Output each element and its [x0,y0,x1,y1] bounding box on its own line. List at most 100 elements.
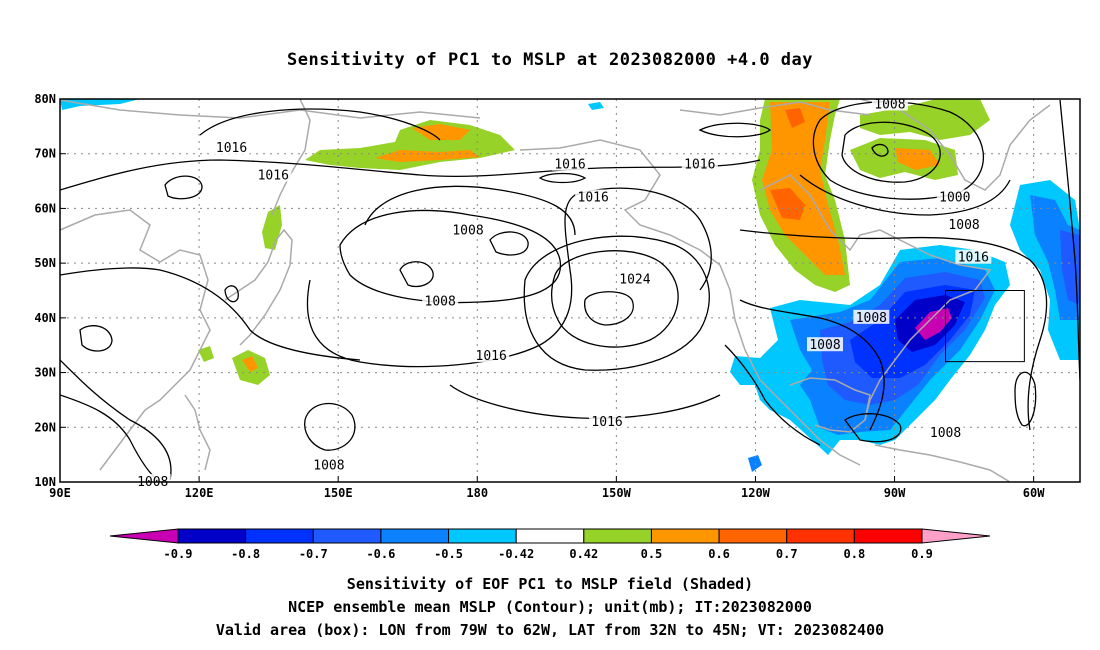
x-tick-label: 180 [466,486,488,500]
colorbar-label: 0.5 [641,547,663,561]
plot-frame [59,98,1081,483]
x-tick-label: 150W [602,486,632,500]
colorbar-segment [650,528,720,544]
contour-1016-atlantic [1059,99,1080,381]
contour-label-bg [473,348,510,363]
contour-1008-south [304,402,356,451]
contour-1016-east [739,229,1048,431]
coast-arctic-canada [679,101,871,116]
colorbar-low-triangle [109,528,179,544]
contour-label: 1008 [930,426,961,441]
positive-region-kamchatka [262,205,282,250]
contour-label-bg [450,222,486,237]
negative-blob-1 [60,99,140,110]
coast-na-west [719,264,861,466]
contour-label: 1008 [452,223,483,238]
colorbar-label: -0.8 [231,547,260,561]
y-tick-label: 40N [34,311,56,325]
colorbar-segment [786,528,855,544]
colorbar-label: 0.8 [844,547,866,561]
colorbar-label: 0.6 [708,547,730,561]
x-tick-label: 90E [49,486,71,500]
y-tick-label: 10N [34,475,56,489]
x-tick-label: 120E [185,486,214,500]
x-tick-label: 150E [324,486,353,500]
x-axis-labels: 90E 120E 150E 180 150W 120W 90W 60W [49,476,1045,500]
contour-1000-low-a [399,261,434,288]
coast-gulf [789,377,871,433]
positive-region-japan-06 [242,356,258,372]
negative-region-09 [915,308,952,340]
colorbar-label: -0.42 [498,547,534,561]
coast-kamchatka [271,99,311,216]
contour-label-bg [134,474,171,488]
colorbar-segment [718,528,788,544]
contour-label-bg [927,424,964,439]
contour-1016-ring [306,187,712,368]
x-tick-label: 90W [884,486,906,500]
y-tick-label: 30N [34,366,56,380]
contour-label-bg [616,271,653,286]
colorbar-label: 0.7 [776,547,798,561]
contour-label-bg [936,189,973,204]
contour-north-pacific [199,108,441,141]
coast-korea-japan [224,228,293,346]
colorbar-label: -0.5 [434,547,463,561]
coast-east-asia [60,209,211,471]
contour-label-bg [213,140,250,155]
negative-blob-2 [588,102,604,110]
contour-label: 1024 [619,273,650,288]
contour-label: 1008 [856,311,887,326]
y-tick-label: 50N [34,256,56,270]
y-tick-label: 20N [34,420,56,434]
contour-label-bg [807,337,843,352]
colorbar: -0.9 -0.8 -0.7 -0.6 -0.5 -0.42 0.42 0.5 0.6 0.7 0.… [109,528,991,561]
colorbar-segment [515,528,585,544]
contour-small-4 [538,172,587,184]
contour-label: 1016 [578,190,609,205]
contour-1016-inner [364,185,576,236]
contour-label-bg [589,413,626,428]
positive-region-canada-07b [785,108,805,128]
negative-region-east-06 [1060,230,1080,305]
coast-na-east [864,239,992,421]
y-axis-labels: 10N 20N 30N 40N 50N 60N 70N 80N [34,92,66,489]
contour-label: 1016 [216,141,247,156]
valid-area-box [945,290,1025,363]
colorbar-segment [380,528,450,544]
colorbar-high-triangle [921,528,991,544]
x-tick-label: 120W [741,486,771,500]
contour-label: 1000 [939,190,970,205]
contour-label: 1008 [948,218,979,233]
contour-label-bg [310,457,347,472]
contour-label-bg [575,189,612,204]
coast-siberia [60,99,481,119]
contour-1008-carib [844,413,902,443]
colorbar-segment [312,528,382,544]
positive-region-arctic [305,120,515,170]
contour-1020 [523,235,710,371]
contour-label-bg [552,156,588,171]
colorbar-label: 0.9 [911,547,933,561]
positive-region-arctic-06b [375,150,480,162]
contour-label: 1016 [591,415,622,430]
contour-1008-se-asia [60,359,172,481]
colorbar-label: 0.42 [569,547,598,561]
positive-region-arctic-06 [412,124,470,140]
contour-1008-mexico [724,344,821,446]
x-tick-label: 60W [1023,486,1045,500]
contour-label: 1008 [809,338,840,353]
contour-label-bg [871,96,908,111]
caption-shading: Sensitivity of EOF PC1 to MSLP field (Sh… [346,575,754,593]
positive-region-china [198,346,214,362]
contour-label: 1016 [958,251,989,266]
contour-label: 1008 [874,97,905,112]
coast-greenland [859,99,1051,191]
contour-1008-us-trough [739,299,885,431]
y-tick-label: 80N [34,92,56,106]
positive-region-canada-07 [770,188,805,220]
colorbar-segment [245,528,314,544]
contour-label: 1008 [313,459,344,474]
contour-label-bg [853,309,890,324]
